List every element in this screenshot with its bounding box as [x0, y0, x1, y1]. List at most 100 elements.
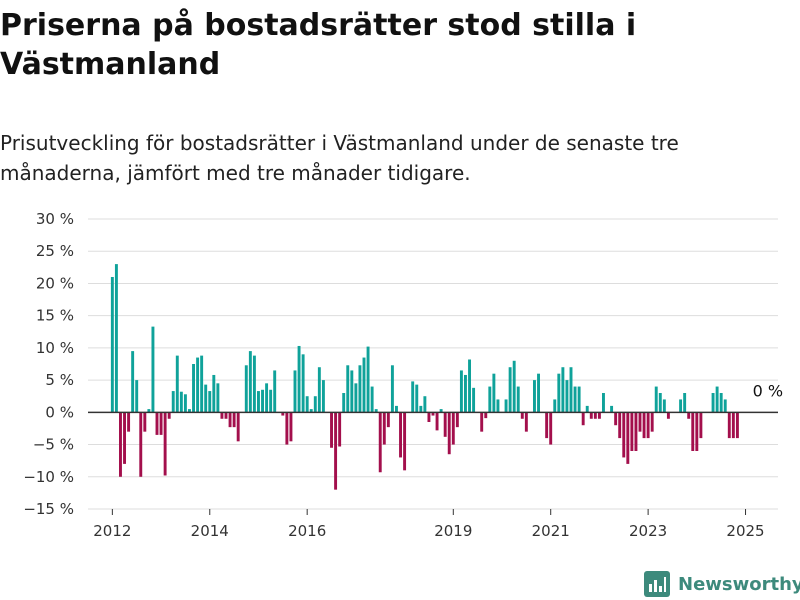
bar — [419, 405, 423, 413]
bar — [196, 357, 200, 413]
bar — [399, 412, 402, 458]
y-tick-label: −10 % — [23, 468, 74, 486]
bar — [683, 393, 687, 413]
bar — [464, 374, 467, 413]
x-tick-label: 2019 — [434, 522, 472, 540]
bar — [735, 412, 739, 439]
bar — [159, 412, 163, 435]
bar — [350, 370, 354, 413]
bar — [472, 387, 476, 413]
bar — [342, 393, 346, 413]
bar — [212, 374, 216, 413]
bar — [155, 412, 159, 435]
bar — [585, 405, 589, 413]
bar — [711, 393, 715, 413]
bar — [143, 412, 147, 432]
bar — [577, 386, 581, 413]
bar — [216, 383, 220, 413]
bar — [175, 355, 179, 413]
bar — [723, 399, 727, 413]
bar — [626, 412, 630, 464]
bar — [435, 412, 439, 431]
bar — [269, 389, 273, 413]
bar — [309, 409, 313, 413]
bar — [520, 412, 524, 419]
bar — [362, 357, 366, 413]
bar — [281, 412, 285, 416]
bar — [593, 412, 597, 419]
bar — [411, 381, 415, 413]
bar — [618, 412, 622, 439]
bar — [163, 412, 167, 476]
bar — [330, 412, 333, 448]
bar — [602, 393, 605, 413]
bar — [439, 409, 443, 413]
bar — [183, 394, 187, 413]
bar — [488, 386, 492, 413]
bar — [110, 277, 114, 413]
bars — [110, 264, 739, 490]
y-tick-label: 25 % — [36, 242, 74, 260]
bar — [415, 384, 419, 413]
newsworthy-branding[interactable]: Newsworthy — [644, 568, 800, 600]
bar — [468, 359, 471, 413]
bar — [390, 365, 394, 413]
bar — [119, 412, 122, 477]
bar — [634, 412, 638, 451]
bar — [135, 380, 139, 413]
bar — [504, 399, 508, 413]
bar — [293, 370, 297, 413]
bar — [561, 367, 565, 413]
bar — [232, 412, 236, 428]
bar — [366, 346, 370, 413]
bar — [459, 370, 463, 413]
y-tick-label: −15 % — [23, 500, 74, 518]
bar — [370, 386, 374, 413]
bar — [569, 367, 573, 413]
bar — [305, 396, 309, 413]
bar — [317, 367, 321, 413]
bar — [565, 380, 569, 413]
bar — [252, 355, 256, 413]
bar — [378, 412, 382, 473]
bar — [666, 412, 670, 419]
bar — [297, 345, 301, 413]
bar — [695, 412, 699, 451]
y-tick-label: 15 % — [36, 307, 74, 325]
bar — [171, 391, 175, 413]
bar — [139, 412, 143, 477]
bar — [638, 412, 642, 432]
chart-title: Priserna på bostadsrätter stod stilla i … — [0, 8, 637, 82]
bar — [334, 412, 338, 490]
bar — [727, 412, 731, 439]
bar — [447, 412, 451, 455]
bar — [147, 409, 151, 413]
bar — [313, 396, 317, 413]
bar — [403, 412, 407, 471]
y-tick-label: 30 % — [36, 210, 74, 228]
bar — [553, 399, 557, 413]
bar — [658, 393, 662, 413]
bar — [248, 351, 252, 413]
x-axis-tick-labels: 2012 2014 2016 2019 2021 2023 2025 — [93, 509, 765, 540]
bar — [537, 373, 540, 413]
chart-subtitle: Prisutveckling för bostadsrätter i Västm… — [0, 131, 679, 185]
bar — [236, 412, 240, 442]
bar — [423, 396, 427, 413]
bar — [455, 412, 459, 428]
y-tick-label: 0 % — [45, 403, 74, 421]
bar — [123, 412, 126, 464]
bar — [646, 412, 650, 439]
bar — [451, 412, 455, 445]
bar — [484, 412, 488, 419]
y-axis-tick-labels: 30 % 25 % 20 % 15 % 10 % 5 % 0 % −5 % −10 % −15 % — [23, 210, 74, 518]
bar — [557, 373, 561, 413]
bar — [382, 412, 386, 445]
bar — [496, 399, 500, 413]
bar — [224, 412, 228, 419]
bar — [273, 370, 277, 413]
bar — [630, 412, 634, 451]
bar — [614, 412, 618, 426]
bar — [533, 380, 536, 413]
